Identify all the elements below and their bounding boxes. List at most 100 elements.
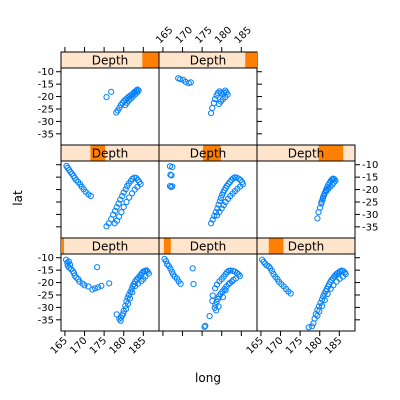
- data-point: [129, 289, 136, 296]
- data-point: [163, 258, 170, 265]
- y-tick-label: -10: [38, 253, 54, 264]
- y-tick-label: -20: [38, 278, 54, 289]
- data-point: [209, 216, 216, 223]
- x-tick-label: 170: [68, 335, 89, 356]
- data-point: [168, 172, 175, 179]
- data-point: [321, 191, 328, 198]
- y-tick-label: -20: [38, 92, 54, 103]
- panel-strip-depth-bar: [163, 238, 171, 254]
- y-tick-label-right: -10: [362, 160, 378, 171]
- panel-2: Depth: [158, 237, 258, 332]
- data-point: [177, 280, 184, 287]
- panel-strip-label: Depth: [190, 54, 227, 68]
- x-tick-label-top: 185: [233, 25, 254, 46]
- data-point: [305, 324, 312, 331]
- data-point: [308, 323, 315, 330]
- panel-strip-label: Depth: [92, 147, 129, 161]
- panel-5: Depth: [158, 144, 258, 239]
- y-tick-label: -30: [38, 303, 54, 314]
- data-point: [169, 163, 176, 171]
- data-point: [215, 303, 222, 310]
- x-tick-label-top: 180: [213, 25, 234, 46]
- data-point: [133, 89, 141, 96]
- data-point: [187, 79, 194, 86]
- y-tick-label-right: -15: [362, 173, 378, 184]
- data-point: [317, 299, 324, 306]
- panel-strip-label: Depth: [288, 240, 325, 254]
- data-point: [226, 279, 234, 286]
- data-point: [128, 286, 135, 293]
- data-point: [166, 183, 174, 190]
- panel-strip-depth-bar: [268, 238, 284, 254]
- data-point: [85, 283, 92, 290]
- data-point: [287, 290, 294, 297]
- panel-6: Depth: [256, 144, 356, 239]
- panel-strip-label: Depth: [190, 147, 227, 161]
- x-axis-title: long: [195, 371, 221, 385]
- panel-plot-area: [256, 160, 356, 239]
- data-point: [208, 220, 215, 227]
- data-point: [164, 261, 171, 268]
- y-tick-label-right: -25: [362, 197, 378, 208]
- data-point: [133, 175, 140, 182]
- data-point: [314, 215, 321, 222]
- panel-strip-depth-bar: [203, 145, 221, 161]
- data-point: [73, 177, 80, 184]
- data-point: [190, 281, 197, 288]
- data-point: [317, 204, 324, 211]
- x-tick-label: 175: [284, 335, 305, 356]
- data-point: [318, 198, 325, 205]
- panels-layer: Depth Depth Depth Depth Depth Depth Depth Depth: [60, 51, 356, 332]
- panel-strip-label: Depth: [288, 147, 325, 161]
- x-tick-label: 165: [49, 335, 70, 356]
- data-point: [81, 282, 88, 289]
- data-point: [314, 312, 321, 319]
- data-point: [87, 192, 94, 200]
- x-tick-label-top: 165: [154, 25, 175, 46]
- data-point: [331, 176, 338, 183]
- data-point: [324, 290, 331, 298]
- data-point: [122, 186, 129, 193]
- data-point: [117, 317, 124, 324]
- panel-strip-depth-bar: [61, 238, 64, 254]
- panel-7: Depth: [60, 51, 160, 146]
- data-point: [119, 192, 126, 200]
- panel-8: Depth: [158, 51, 258, 146]
- y-tick-label-right: -35: [362, 222, 378, 233]
- data-point: [206, 313, 213, 320]
- data-point: [211, 212, 218, 219]
- data-point: [76, 278, 83, 285]
- panel-strip-label: Depth: [92, 54, 129, 68]
- y-tick-label: -30: [38, 117, 54, 128]
- data-point: [213, 212, 221, 219]
- data-point: [123, 198, 130, 206]
- y-tick-label: -35: [38, 315, 54, 326]
- data-point: [70, 269, 78, 276]
- data-point: [177, 76, 184, 83]
- data-point: [67, 168, 74, 175]
- data-point: [224, 269, 231, 276]
- data-point: [103, 94, 110, 101]
- x-tick-label: 175: [88, 335, 109, 356]
- data-point: [319, 302, 326, 309]
- data-point: [122, 101, 129, 109]
- data-point: [126, 295, 134, 302]
- data-point: [227, 267, 234, 274]
- data-point: [260, 258, 267, 265]
- y-tick-label: -25: [38, 290, 54, 301]
- data-point: [217, 194, 224, 202]
- data-point: [323, 188, 330, 195]
- data-point: [92, 285, 99, 292]
- data-point: [230, 276, 237, 283]
- panel-strip-label: Depth: [190, 240, 227, 254]
- data-point: [117, 314, 125, 321]
- data-point: [168, 184, 175, 191]
- panel-3: Depth: [256, 237, 356, 332]
- data-point: [106, 280, 113, 287]
- data-point: [219, 294, 226, 301]
- data-point: [95, 284, 102, 291]
- data-point: [169, 183, 176, 190]
- data-point: [134, 86, 141, 93]
- data-point: [112, 207, 119, 214]
